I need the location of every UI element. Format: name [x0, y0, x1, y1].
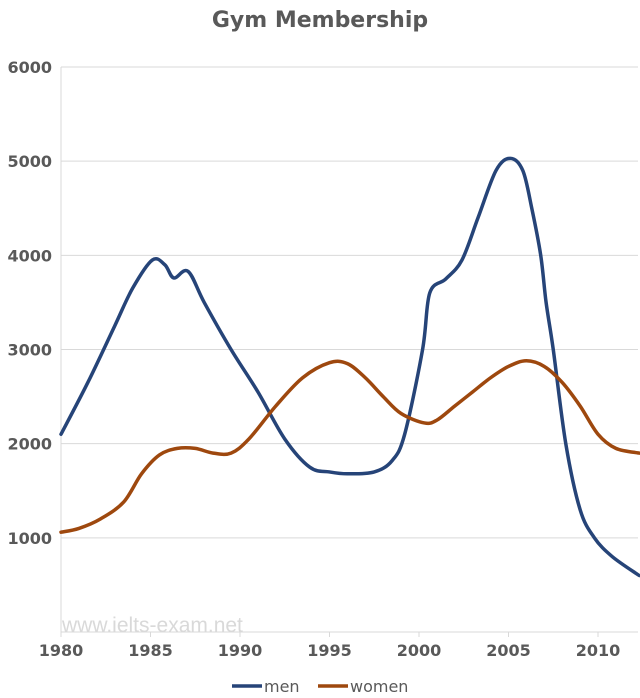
y-tick-label: 1000: [7, 529, 52, 548]
series-line-women: [59, 359, 640, 534]
x-tick-label: 2010: [576, 641, 621, 660]
y-tick-label: 5000: [7, 152, 52, 171]
x-tick-label: 1995: [307, 641, 352, 660]
x-tick-label: 1985: [128, 641, 173, 660]
gridlines: [60, 66, 638, 633]
y-tick-label: 6000: [7, 58, 52, 77]
chart-title: Gym Membership: [212, 8, 428, 33]
legend-label-men: men: [264, 677, 300, 696]
y-tick-label: 2000: [7, 435, 52, 454]
x-tick-label: 2005: [486, 641, 531, 660]
y-axis: 1000 2000 3000 4000 5000 6000: [7, 58, 52, 548]
y-tick-label: 4000: [7, 246, 52, 265]
series-line-men: [59, 156, 640, 578]
series-lines: [59, 156, 640, 578]
x-tick-label: 1990: [218, 641, 263, 660]
y-tick-label: 3000: [7, 341, 52, 360]
x-tick-label: 2000: [397, 641, 442, 660]
x-tick-label: 1980: [39, 641, 84, 660]
watermark: www.ielts-exam.net: [61, 614, 243, 637]
legend: men women: [232, 677, 408, 696]
legend-label-women: women: [350, 677, 408, 696]
x-axis: 1980 1985 1990 1995 2000 2005 2010: [39, 632, 621, 660]
